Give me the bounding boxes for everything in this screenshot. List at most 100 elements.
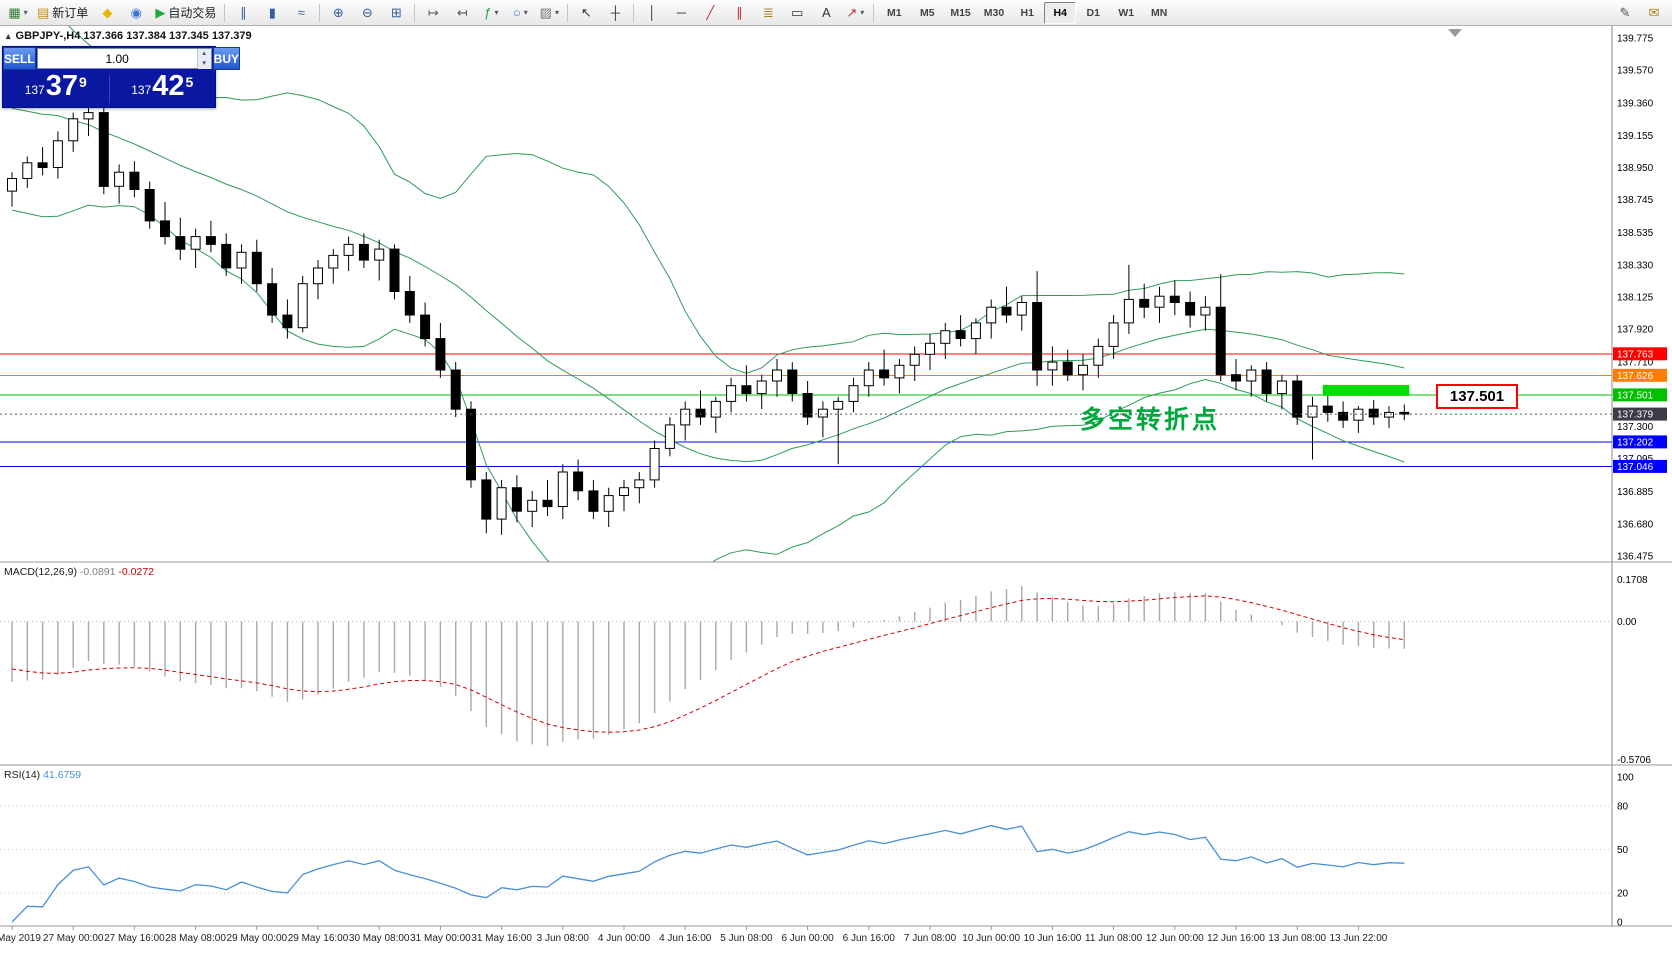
horizontal-line-icon: ─ — [676, 5, 686, 20]
cursor-button[interactable]: ↖ — [572, 2, 600, 24]
new-chart-button[interactable]: ▦ ▾ — [4, 2, 32, 24]
indicators-button[interactable]: ƒ ▾ — [477, 2, 505, 24]
buy-price-sup: 5 — [185, 74, 194, 91]
chart-window[interactable]: 139.775 139.570 139.360 139.155 138.950 138.7… — [0, 26, 1672, 950]
metaeditor-button[interactable]: ◆ — [93, 2, 121, 24]
sell-button[interactable]: SELL — [3, 47, 36, 70]
svg-text:5 Jun 08:00: 5 Jun 08:00 — [720, 933, 773, 944]
fibonacci-icon: ≣ — [762, 5, 774, 20]
options-button[interactable]: ◉ — [122, 2, 150, 24]
mailbox-button[interactable]: ✉ — [1640, 2, 1668, 24]
templates-button[interactable]: ▨ ▾ — [535, 2, 563, 24]
crosshair-button[interactable]: ┼ — [601, 2, 629, 24]
equidistant-channel-button[interactable]: ∥ — [725, 2, 753, 24]
chart-shift-icon: ↤ — [456, 5, 468, 20]
buy-button[interactable]: BUY — [212, 47, 241, 70]
new-chart-icon: ▦ — [8, 5, 21, 20]
horizontal-line-button[interactable]: ─ — [667, 2, 695, 24]
quick-edit-button[interactable]: ✎ — [1611, 2, 1639, 24]
candlestick-chart-button[interactable]: ▮ — [258, 2, 286, 24]
price-callout-label[interactable]: 137.501 — [1436, 384, 1518, 409]
buy-price-prefix: 137 — [131, 82, 152, 97]
trendline-button[interactable]: ╱ — [696, 2, 724, 24]
metaeditor-icon: ◆ — [102, 5, 113, 20]
svg-text:137.202: 137.202 — [1617, 437, 1654, 448]
svg-text:13 Jun 22:00: 13 Jun 22:00 — [1329, 933, 1387, 944]
crosshair-icon: ┼ — [610, 5, 620, 20]
svg-text:136.475: 136.475 — [1617, 552, 1654, 563]
trendline-icon: ╱ — [706, 5, 715, 20]
timeframe-w1-button[interactable]: W1 — [1118, 6, 1135, 19]
svg-text:136.680: 136.680 — [1617, 519, 1654, 530]
highlight-rectangle-object[interactable] — [1322, 384, 1410, 396]
line-chart-button[interactable]: ≈ — [287, 2, 315, 24]
svg-text:136.885: 136.885 — [1617, 487, 1654, 498]
price-divider — [108, 74, 110, 103]
toolbar-separator — [567, 3, 569, 22]
tile-windows-button[interactable]: ⊞ — [382, 2, 410, 24]
svg-text:6 Jun 00:00: 6 Jun 00:00 — [781, 933, 834, 944]
bar-chart-button[interactable]: ∥ — [229, 2, 257, 24]
svg-text:10 Jun 16:00: 10 Jun 16:00 — [1023, 933, 1081, 944]
shapes-button[interactable]: ▭ — [783, 2, 811, 24]
macd-signal-line — [11, 595, 1405, 733]
zoom-in-button[interactable]: ⊕ — [324, 2, 352, 24]
volume-increase-icon[interactable]: ▴ — [197, 49, 211, 59]
zoom-out-button[interactable]: ⊖ — [353, 2, 381, 24]
periods-button[interactable]: ○ ▾ — [506, 2, 534, 24]
fibonacci-button[interactable]: ≣ — [754, 2, 782, 24]
svg-text:138.125: 138.125 — [1617, 293, 1654, 304]
timeframe-m30-button[interactable]: M30 — [983, 6, 1005, 19]
caret-down-icon[interactable]: ▾ — [523, 8, 528, 17]
svg-text:80: 80 — [1617, 802, 1629, 813]
periods-icon: ○ — [512, 5, 521, 20]
chart-shift-marker[interactable] — [1448, 29, 1462, 37]
autotrading-button[interactable]: ▶ 自动交易 — [151, 2, 220, 24]
timeframe-mn-button[interactable]: MN — [1151, 6, 1168, 19]
buy-price-main: 42 — [152, 70, 185, 103]
timeframe-d1-button[interactable]: D1 — [1086, 6, 1100, 19]
arrows-button[interactable]: ↗ ▾ — [841, 2, 869, 24]
svg-text:4 Jun 00:00: 4 Jun 00:00 — [598, 933, 651, 944]
indicators-icon: ƒ — [484, 5, 492, 20]
svg-text:138.330: 138.330 — [1617, 260, 1654, 271]
vertical-line-button[interactable]: │ — [638, 2, 666, 24]
timeframe-m5-button[interactable]: M5 — [920, 6, 935, 19]
new-order-icon: ▤ — [37, 5, 50, 20]
timeframe-h4-button[interactable]: H4 — [1044, 1, 1077, 24]
macd-label: MACD(12,26,9) -0.0891 -0.0272 — [4, 566, 154, 578]
svg-text:31 May 00:00: 31 May 00:00 — [410, 933, 471, 944]
caret-down-icon[interactable]: ▾ — [23, 8, 28, 17]
sell-price-display[interactable]: 137 37 9 — [3, 72, 109, 103]
timeframe-m1-button[interactable]: M1 — [887, 6, 902, 19]
auto-scroll-button[interactable]: ↦ — [419, 2, 447, 24]
toolbar: ▦ ▾ ▤ 新订单 ◆ ◉ ▶ 自动交易 ∥ ▮ ≈ ⊕ ⊖ ⊞ ↦ ↤ ƒ ▾ ○ ▾ ▨ ▾ ↖ ┼ │ ─ ╱ ∥ ≣ ▭ A ↗ ▾ M1… — [0, 0, 1672, 26]
buy-price-display[interactable]: 137 42 5 — [110, 70, 216, 103]
vertical-line-icon: │ — [648, 5, 657, 20]
symbol-info: ▴ GBPJPY-,H4 137.366 137.384 137.345 137… — [6, 30, 252, 42]
text-button[interactable]: A — [812, 2, 840, 24]
caret-down-icon[interactable]: ▾ — [860, 8, 865, 17]
svg-text:20: 20 — [1617, 889, 1629, 900]
timeframe-h1-button[interactable]: H1 — [1020, 6, 1034, 19]
caret-down-icon[interactable]: ▾ — [494, 8, 499, 17]
volume-decrease-icon[interactable]: ▾ — [197, 59, 211, 69]
new-order-button[interactable]: ▤ 新订单 — [33, 2, 92, 24]
svg-text:138.950: 138.950 — [1617, 163, 1654, 174]
panel-collapse-icon[interactable]: ▴ — [6, 30, 11, 41]
svg-text:3 Jun 08:00: 3 Jun 08:00 — [537, 933, 590, 944]
templates-icon: ▨ — [539, 5, 552, 20]
chart-shift-button[interactable]: ↤ — [448, 2, 476, 24]
svg-text:6 Jun 16:00: 6 Jun 16:00 — [843, 933, 896, 944]
price-chart[interactable]: 139.775 139.570 139.360 139.155 138.950 138.7… — [0, 26, 1672, 950]
one-click-trading-panel: SELL ▴ ▾ BUY 137 37 9 137 — [2, 46, 241, 108]
timeframe-m15-button[interactable]: M15 — [950, 6, 971, 19]
volume-input[interactable] — [37, 49, 197, 68]
toolbar-separator — [414, 3, 416, 22]
svg-text:24 May 2019: 24 May 2019 — [0, 933, 41, 944]
price-axis: 139.775 139.570 139.360 139.155 138.950 138.7… — [1611, 26, 1667, 926]
caret-down-icon[interactable]: ▾ — [554, 8, 559, 17]
svg-text:13 Jun 08:00: 13 Jun 08:00 — [1268, 933, 1326, 944]
chart-annotation-text[interactable]: 多空转折点 — [1080, 406, 1221, 434]
